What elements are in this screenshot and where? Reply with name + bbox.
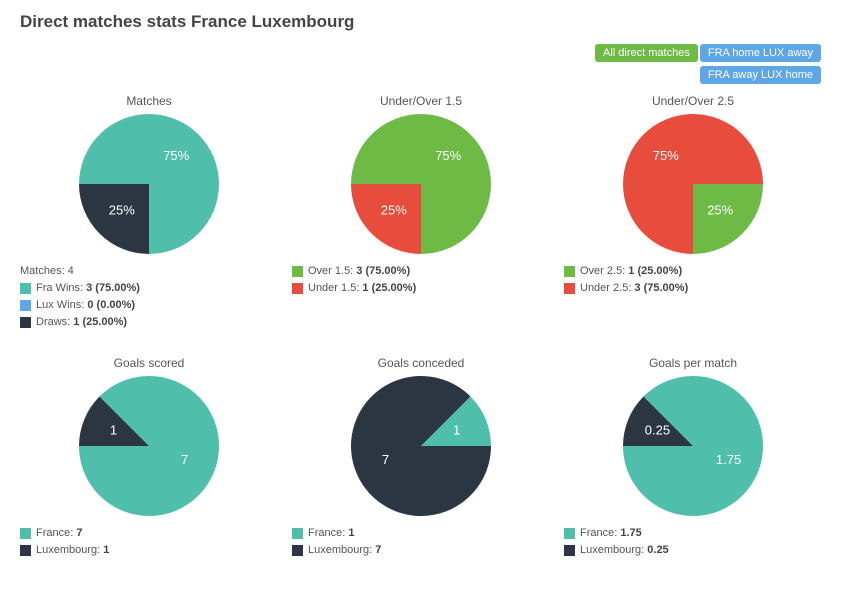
- legend-swatch: [292, 283, 303, 294]
- legend-swatch: [564, 545, 575, 556]
- slice-label: 75%: [653, 148, 679, 163]
- legend-row: France: 7: [20, 526, 278, 540]
- legend: Over 2.5: 1 (25.00%) Under 2.5: 3 (75.00%…: [564, 264, 822, 295]
- page-title: Direct matches stats France Luxembourg: [20, 12, 822, 32]
- legend: Matches: 4 Fra Wins: 3 (75.00%) Lux Wins: …: [20, 264, 278, 329]
- chart-panel-1: Under/Over 1.5 75% 25% Over 1.5: 3 (75.00%)…: [292, 94, 550, 332]
- legend-label: France: 1.75: [580, 526, 642, 540]
- legend-label: Under 1.5: 1 (25.00%): [308, 281, 416, 295]
- legend: France: 1.75 Luxembourg: 0.25: [564, 526, 822, 557]
- legend: France: 7 Luxembourg: 1: [20, 526, 278, 557]
- chart-panel-4: Goals conceded17France: 1Luxembourg: 7: [292, 356, 550, 560]
- legend-row: Over 1.5: 3 (75.00%): [292, 264, 550, 278]
- legend-label: Over 1.5: 3 (75.00%): [308, 264, 410, 278]
- pie-wrap: 71: [20, 376, 278, 516]
- chart-title: Goals scored: [20, 356, 278, 370]
- filter-chip-2[interactable]: FRA away LUX home: [700, 66, 821, 84]
- slice-label: 25%: [707, 203, 733, 218]
- legend-row: Under 2.5: 3 (75.00%): [564, 281, 822, 295]
- legend: France: 1 Luxembourg: 7: [292, 526, 550, 557]
- legend-swatch: [564, 283, 575, 294]
- chart-title: Goals per match: [564, 356, 822, 370]
- legend-header: Matches: 4: [20, 264, 278, 278]
- legend-label: Luxembourg: 0.25: [580, 543, 669, 557]
- legend-row: France: 1.75: [564, 526, 822, 540]
- legend-row: Luxembourg: 0.25: [564, 543, 822, 557]
- slice-label: 25%: [381, 203, 407, 218]
- filter-chip-1[interactable]: FRA home LUX away: [700, 44, 821, 62]
- pie-slice: [351, 376, 491, 516]
- legend-swatch: [564, 266, 575, 277]
- legend-label: Lux Wins: 0 (0.00%): [36, 298, 135, 312]
- legend-swatch: [20, 300, 31, 311]
- pie-wrap: 75% 25%: [20, 114, 278, 254]
- legend-label: France: 1: [308, 526, 354, 540]
- chart-panel-5: Goals per match 1.75 0.25 France: 1.75 Luxem…: [564, 356, 822, 560]
- slice-label: 1.75: [716, 452, 741, 467]
- legend-row: Luxembourg: 1: [20, 543, 278, 557]
- slice-label: 1: [110, 423, 117, 438]
- legend-label: Over 2.5: 1 (25.00%): [580, 264, 682, 278]
- legend-row: Fra Wins: 3 (75.00%): [20, 281, 278, 295]
- legend-row: Draws: 1 (25.00%): [20, 315, 278, 329]
- legend-label: Under 2.5: 3 (75.00%): [580, 281, 688, 295]
- legend-row: Under 1.5: 1 (25.00%): [292, 281, 550, 295]
- slice-label: 7: [382, 452, 389, 467]
- chart-title: Matches: [20, 94, 278, 108]
- legend-row: Luxembourg: 7: [292, 543, 550, 557]
- legend-label: France: 7: [36, 526, 82, 540]
- slice-label: 7: [181, 452, 188, 467]
- legend-label: Luxembourg: 7: [308, 543, 381, 557]
- slice-label: 75%: [163, 148, 189, 163]
- filter-bar: All direct matchesFRA home LUX away FRA a…: [20, 42, 822, 86]
- chart-title: Under/Over 2.5: [564, 94, 822, 108]
- legend: Over 1.5: 3 (75.00%) Under 1.5: 1 (25.00%…: [292, 264, 550, 295]
- legend-row: France: 1: [292, 526, 550, 540]
- chart-title: Under/Over 1.5: [292, 94, 550, 108]
- pie-wrap: 17: [292, 376, 550, 516]
- slice-label: 75%: [435, 148, 461, 163]
- chart-title: Goals conceded: [292, 356, 550, 370]
- pie-wrap: 1.75 0.25: [564, 376, 822, 516]
- filter-chip-0[interactable]: All direct matches: [595, 44, 698, 62]
- legend-swatch: [292, 545, 303, 556]
- legend-row: Lux Wins: 0 (0.00%): [20, 298, 278, 312]
- pie-wrap: 25% 75%: [564, 114, 822, 254]
- charts-grid: Matches 75% 25% Matches: 4 Fra Wins: 3 (75.0…: [20, 94, 822, 560]
- legend-label: Luxembourg: 1: [36, 543, 109, 557]
- legend-row: Over 2.5: 1 (25.00%): [564, 264, 822, 278]
- pie-slice: [693, 184, 763, 254]
- legend-swatch: [564, 528, 575, 539]
- legend-swatch: [292, 266, 303, 277]
- legend-label: Draws: 1 (25.00%): [36, 315, 127, 329]
- legend-label: Fra Wins: 3 (75.00%): [36, 281, 140, 295]
- legend-swatch: [292, 528, 303, 539]
- legend-swatch: [20, 528, 31, 539]
- slice-label: 1: [453, 423, 460, 438]
- pie-wrap: 75% 25%: [292, 114, 550, 254]
- legend-swatch: [20, 283, 31, 294]
- legend-swatch: [20, 545, 31, 556]
- chart-panel-0: Matches 75% 25% Matches: 4 Fra Wins: 3 (75.0…: [20, 94, 278, 332]
- chart-panel-2: Under/Over 2.5 25% 75% Over 2.5: 1 (25.00%)…: [564, 94, 822, 332]
- pie-slice: [351, 184, 421, 254]
- slice-label: 25%: [109, 203, 135, 218]
- legend-swatch: [20, 317, 31, 328]
- pie-slice: [79, 184, 149, 254]
- slice-label: 0.25: [645, 423, 670, 438]
- chart-panel-3: Goals scored71France: 7Luxembourg: 1: [20, 356, 278, 560]
